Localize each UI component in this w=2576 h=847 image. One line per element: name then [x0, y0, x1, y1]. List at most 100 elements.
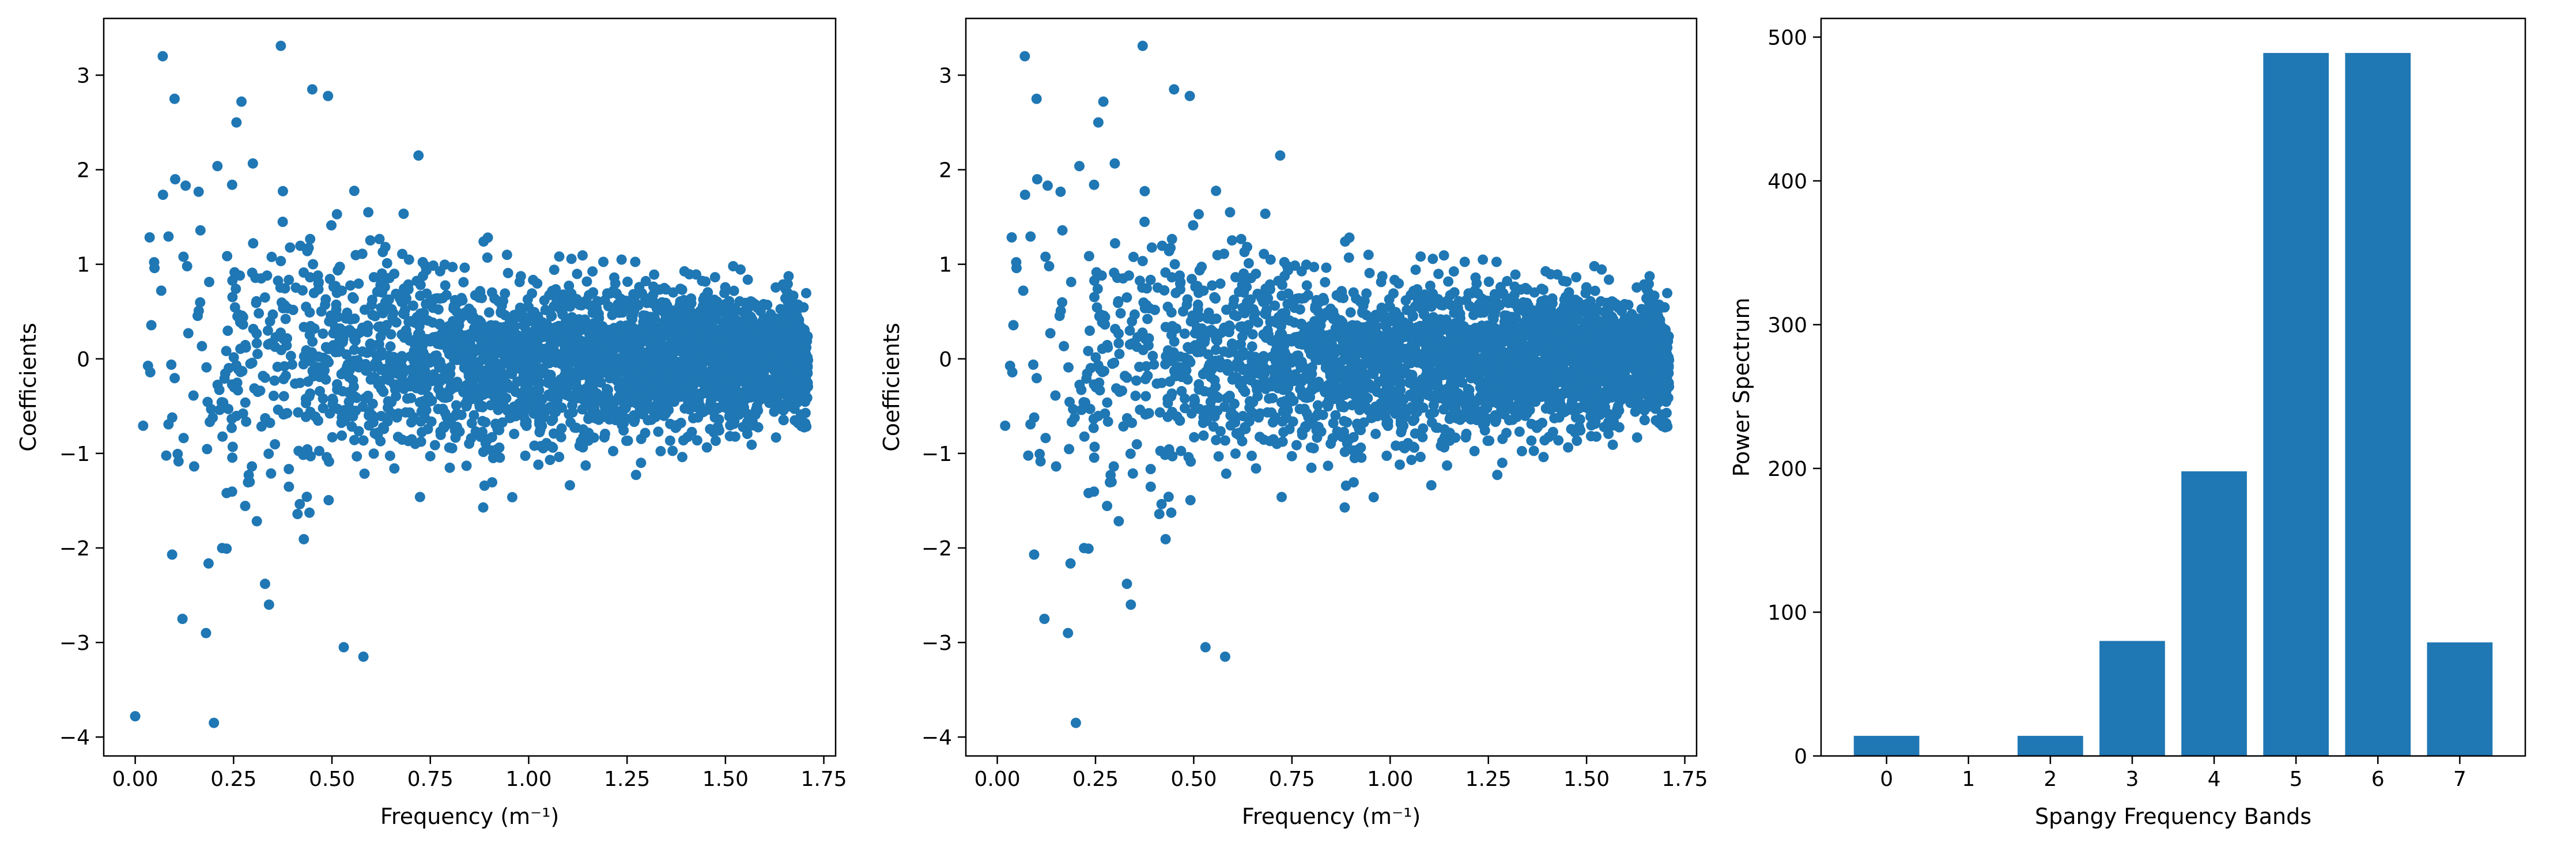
data-point: [530, 357, 541, 368]
data-point: [1130, 391, 1141, 401]
data-point: [478, 353, 489, 364]
data-point: [587, 266, 598, 277]
data-point: [324, 316, 335, 327]
data-point: [613, 342, 624, 353]
data-point: [577, 424, 588, 435]
data-point: [1146, 242, 1157, 253]
data-point: [1074, 161, 1085, 172]
data-point: [747, 353, 758, 364]
data-point: [618, 425, 629, 436]
data-point: [543, 390, 554, 400]
data-point: [226, 179, 237, 190]
data-point: [1492, 470, 1503, 481]
data-point: [337, 430, 348, 441]
data-point: [588, 287, 599, 298]
data-point: [485, 400, 496, 411]
data-point: [630, 470, 641, 481]
data-point: [362, 391, 373, 401]
data-point: [1057, 225, 1068, 236]
data-point: [461, 401, 472, 412]
data-point: [204, 277, 214, 288]
data-point: [540, 304, 551, 315]
data-point: [1538, 284, 1548, 295]
data-point: [1323, 460, 1334, 471]
data-point: [418, 307, 429, 318]
data-point: [1391, 440, 1402, 451]
data-point: [448, 354, 459, 365]
data-point: [653, 426, 664, 437]
data-point: [403, 254, 414, 265]
data-point: [227, 441, 238, 452]
data-point: [684, 379, 695, 390]
data-point: [182, 261, 192, 271]
data-point: [180, 180, 191, 191]
data-point: [304, 391, 315, 402]
data-point: [396, 297, 407, 308]
data-point: [298, 359, 309, 370]
data-point: [247, 357, 258, 368]
data-point: [294, 498, 305, 509]
data-point: [1089, 441, 1100, 452]
data-point: [437, 403, 448, 414]
data-point: [280, 370, 291, 381]
data-point: [535, 424, 546, 435]
data-point: [161, 450, 172, 461]
data-point: [349, 434, 360, 445]
x-tick-label: 0.75: [407, 767, 454, 791]
data-point: [1124, 325, 1135, 336]
data-point: [554, 251, 565, 262]
data-point: [1040, 433, 1051, 444]
data-point: [227, 452, 238, 463]
data-point: [448, 303, 459, 314]
data-point: [478, 447, 489, 457]
data-point: [800, 345, 810, 356]
data-point: [149, 263, 160, 274]
data-point: [644, 294, 654, 305]
data-point: [314, 445, 324, 456]
data-point: [1461, 429, 1472, 439]
data-point: [444, 462, 455, 473]
data-point: [728, 375, 739, 386]
y-tick-label: −3: [59, 632, 90, 655]
data-point: [747, 342, 758, 353]
data-point: [1164, 245, 1174, 256]
data-point: [545, 402, 556, 413]
data-point: [1497, 457, 1508, 468]
data-point: [255, 385, 266, 396]
data-point: [1470, 272, 1481, 283]
data-point: [1145, 464, 1156, 475]
data-point: [627, 313, 638, 324]
data-point: [534, 342, 545, 353]
data-point: [596, 368, 607, 379]
data-point: [353, 426, 364, 437]
data-point: [217, 543, 228, 554]
data-point: [578, 434, 589, 445]
data-point: [1415, 251, 1426, 262]
data-point: [231, 283, 241, 294]
data-point: [504, 413, 515, 423]
data-point: [1188, 220, 1199, 231]
data-point: [662, 300, 673, 311]
data-point: [471, 390, 482, 401]
data-point: [275, 327, 286, 338]
data-point: [440, 280, 451, 291]
data-point: [657, 321, 668, 332]
data-point: [1134, 361, 1145, 372]
data-point: [318, 328, 328, 339]
data-point: [538, 412, 549, 423]
data-point: [450, 294, 460, 305]
data-point: [254, 308, 265, 319]
data-point: [422, 315, 433, 326]
data-point: [425, 451, 436, 462]
data-point: [1163, 491, 1174, 502]
data-point: [486, 432, 497, 443]
data-point: [1514, 426, 1525, 437]
data-point: [305, 272, 315, 283]
data-point: [429, 354, 440, 365]
y-tick-label: 2: [77, 159, 90, 183]
data-point-outlier: [263, 599, 274, 610]
data-point: [500, 348, 511, 358]
data-point: [720, 282, 731, 293]
data-point: [248, 238, 259, 249]
data-point: [408, 412, 419, 423]
